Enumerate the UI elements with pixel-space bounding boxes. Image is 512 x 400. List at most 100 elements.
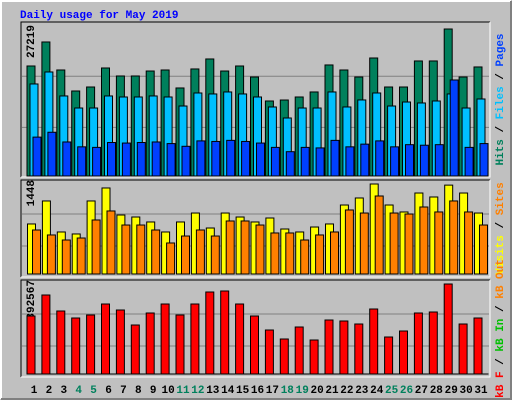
bar	[443, 283, 453, 375]
bar	[136, 142, 146, 177]
x-tick-label: 30	[459, 385, 472, 397]
bar	[330, 231, 339, 275]
bar	[375, 140, 385, 177]
bar	[121, 224, 131, 275]
legend: Hits / Files / Pages	[495, 33, 507, 165]
x-tick-label: 6	[105, 385, 112, 397]
x-tick-label: 31	[474, 385, 488, 397]
bar	[389, 212, 399, 275]
bar	[106, 210, 116, 275]
bar	[91, 219, 101, 275]
legend: kB F / kB In / kB Out	[495, 259, 507, 398]
bar	[360, 143, 370, 177]
chart-title: Daily usage for May 2019	[20, 10, 178, 22]
x-tick-label: 24	[370, 385, 384, 397]
bar	[41, 294, 51, 375]
bar	[404, 213, 414, 275]
x-tick-label: 16	[251, 385, 264, 397]
legend-item: kB Out	[495, 259, 507, 299]
bar	[434, 211, 444, 275]
x-tick-label: 26	[400, 385, 413, 397]
x-tick-label: 7	[120, 385, 127, 397]
bar	[300, 239, 310, 275]
bar	[235, 303, 245, 375]
y-max-label: 27219	[26, 25, 38, 58]
bar	[46, 234, 56, 275]
x-tick-label: 9	[150, 385, 157, 397]
bar	[47, 131, 57, 177]
bar	[240, 220, 250, 275]
bar	[428, 311, 438, 375]
panel-bevel-light	[21, 180, 491, 278]
legend-item: Hits	[495, 139, 507, 165]
bar	[211, 140, 221, 177]
bar	[220, 290, 230, 375]
x-tick-label: 21	[325, 385, 339, 397]
bar	[294, 326, 304, 375]
bar	[279, 338, 289, 375]
legend: Visits / Sites	[495, 182, 507, 274]
x-tick-label: 18	[281, 385, 295, 397]
bar	[181, 235, 190, 275]
bar	[225, 220, 235, 275]
bar	[399, 330, 408, 375]
bar	[190, 303, 200, 375]
bar	[285, 151, 295, 177]
x-tick-label: 13	[206, 385, 220, 397]
x-tick-label: 11	[176, 385, 190, 397]
legend-separator: /	[495, 119, 507, 139]
x-tick-label: 29	[445, 385, 458, 397]
bar	[166, 143, 176, 177]
bar	[101, 303, 110, 375]
bar	[419, 206, 429, 275]
bar	[151, 229, 161, 275]
bar	[344, 209, 354, 275]
x-tick-label: 23	[355, 385, 369, 397]
x-tick-label: 12	[191, 385, 204, 397]
x-tick-label: 17	[266, 385, 279, 397]
bar	[345, 146, 355, 177]
bar	[315, 147, 325, 177]
x-tick-label: 27	[415, 385, 428, 397]
bar	[160, 303, 170, 375]
bar	[479, 224, 488, 275]
bar	[76, 237, 86, 275]
bar	[107, 142, 116, 177]
x-tick-label: 19	[296, 385, 309, 397]
legend-item: kB In	[495, 319, 507, 352]
bar	[196, 140, 206, 177]
bar	[285, 232, 295, 275]
bar	[77, 146, 87, 177]
bar	[270, 146, 280, 177]
legend-item: Files	[495, 86, 507, 119]
bar	[226, 139, 236, 177]
bar	[449, 79, 459, 177]
bar	[369, 308, 379, 375]
bar	[434, 144, 444, 177]
legend-separator: /	[495, 299, 507, 319]
bar	[405, 144, 414, 177]
x-tick-label: 5	[90, 385, 97, 397]
bar	[359, 212, 369, 275]
bar	[458, 323, 468, 375]
bar	[309, 339, 319, 375]
bar	[250, 315, 259, 375]
bar	[166, 242, 176, 275]
bar	[315, 234, 325, 275]
x-tick-label: 10	[161, 385, 174, 397]
legend-item: Pages	[495, 33, 507, 66]
x-tick-label: 25	[385, 385, 399, 397]
bar	[205, 291, 215, 375]
legend-item: kB F	[495, 371, 507, 397]
x-tick-label: 1	[31, 385, 38, 397]
bar	[71, 317, 81, 375]
bar	[464, 211, 474, 275]
bar	[374, 195, 384, 275]
bar	[419, 144, 429, 177]
bar	[26, 315, 36, 375]
bar	[92, 146, 102, 177]
panel-bevel-light	[21, 280, 491, 378]
bar	[256, 142, 265, 177]
y-max-label: 1448	[26, 180, 38, 207]
